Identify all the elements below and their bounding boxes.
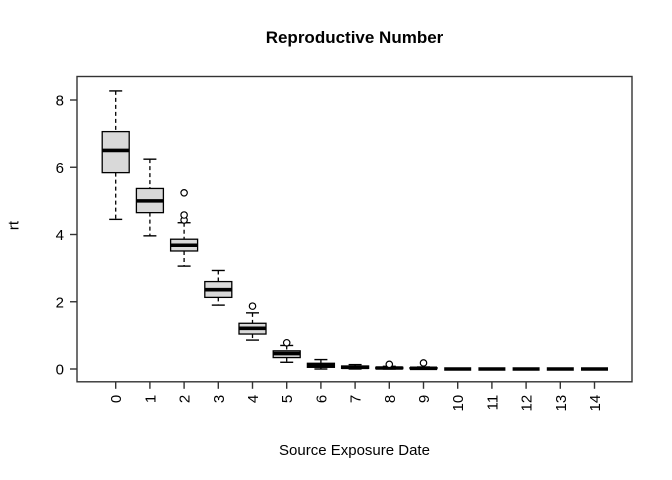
y-tick-label: 6	[56, 160, 64, 177]
x-axis-label: Source Exposure Date	[279, 442, 430, 459]
x-tick-label: 11	[484, 395, 501, 411]
y-axis-label: rt	[5, 220, 23, 231]
x-tick-label: 9	[416, 395, 433, 403]
outlier-point	[180, 189, 188, 197]
x-tick-label: 14	[587, 395, 604, 412]
x-tick-label: 5	[279, 395, 296, 403]
y-tick-label: 2	[56, 294, 64, 311]
outlier-point	[282, 338, 291, 347]
outlier-point	[248, 302, 257, 310]
x-tick-label: 10	[450, 395, 467, 412]
plot-border	[76, 75, 633, 383]
x-tick-label: 4	[245, 395, 262, 403]
x-tick-label: 8	[382, 395, 399, 403]
x-tick-label: 2	[177, 395, 194, 403]
x-tick-label: 1	[142, 395, 159, 403]
x-tick-label: 12	[519, 395, 536, 412]
outlier-point	[419, 359, 428, 367]
y-tick-label: 0	[56, 362, 64, 379]
chart-title: Reproductive Number	[265, 28, 444, 47]
x-tick-label: 0	[108, 395, 125, 403]
x-tick-label: 13	[553, 395, 570, 412]
y-tick-label: 8	[56, 93, 64, 110]
x-tick-label: 3	[211, 395, 228, 403]
x-tick-label: 7	[348, 395, 365, 403]
outlier-point	[180, 211, 188, 219]
x-tick-label: 6	[313, 395, 330, 403]
outlier-point	[385, 360, 394, 369]
y-tick-label: 4	[56, 227, 64, 244]
